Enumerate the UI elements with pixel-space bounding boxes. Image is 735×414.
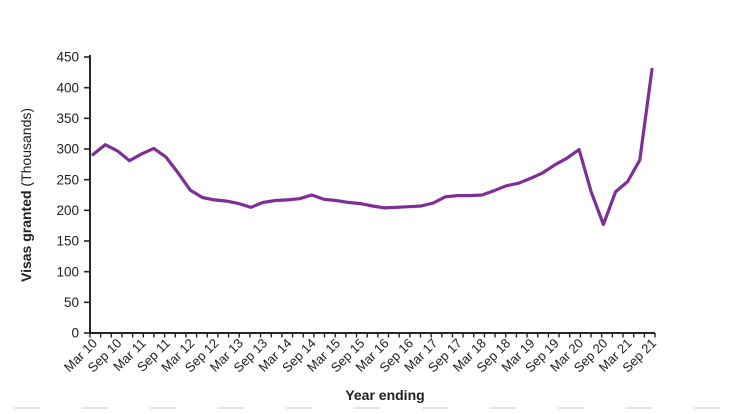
y-axis-title-unit: (Thousands) <box>18 108 34 190</box>
y-tick-label: 300 <box>56 142 79 157</box>
y-tick-label: 400 <box>56 80 79 95</box>
y-tick-label: 350 <box>56 111 79 126</box>
y-tick-label: 150 <box>56 234 79 249</box>
y-tick-label: 50 <box>64 295 79 310</box>
y-tick-label: 0 <box>71 326 79 341</box>
y-tick-label: 250 <box>56 172 79 187</box>
y-tick-label: 200 <box>56 203 79 218</box>
visas-granted-series-line <box>91 67 654 226</box>
y-axis-title-bold: Visas granted <box>18 190 34 282</box>
y-axis-title: Visas granted (Thousands) <box>18 108 34 282</box>
x-axis-title: Year ending <box>345 387 424 403</box>
y-tick-label: 100 <box>56 264 79 279</box>
y-tick-label: 450 <box>56 50 79 65</box>
